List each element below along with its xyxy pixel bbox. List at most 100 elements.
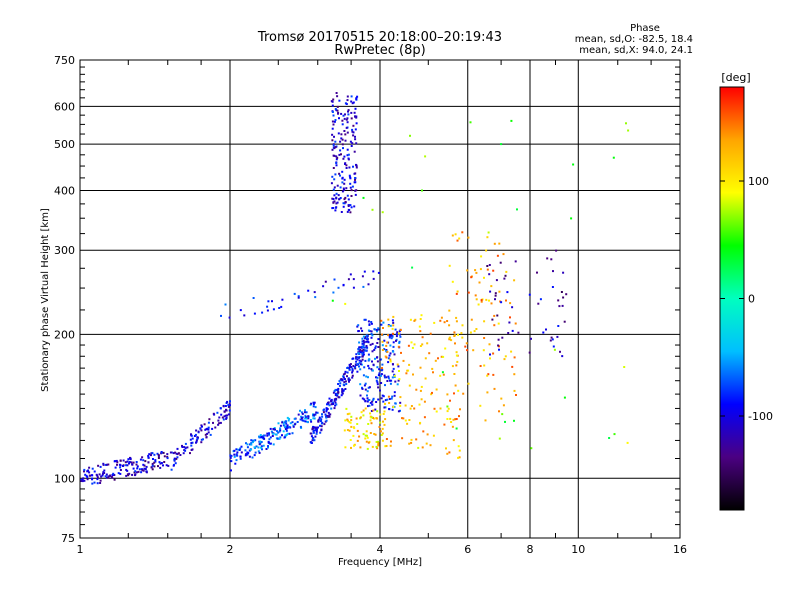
echo-point	[349, 140, 352, 143]
echo-point	[361, 358, 364, 361]
echo-point	[457, 445, 460, 448]
echo-point	[335, 392, 337, 395]
echo-point	[345, 407, 348, 410]
echo-point	[333, 135, 335, 138]
echo-point	[431, 367, 434, 370]
echo-point	[258, 451, 261, 454]
echo-point	[314, 426, 317, 429]
echo-point	[565, 293, 568, 296]
echo-point	[376, 330, 378, 333]
echo-point	[238, 449, 241, 451]
echo-point	[498, 437, 501, 440]
echo-point	[373, 328, 376, 331]
echo-point	[105, 473, 108, 476]
echo-point	[221, 416, 224, 419]
echo-point	[347, 109, 350, 112]
echo-point	[288, 417, 291, 420]
echo-point	[434, 359, 437, 362]
echo-point	[122, 459, 125, 462]
echo-point	[239, 455, 242, 458]
echo-point	[272, 428, 275, 430]
echo-point	[200, 429, 203, 432]
echo-point	[233, 455, 236, 458]
echo-point	[497, 322, 500, 325]
echo-point	[154, 460, 157, 463]
echo-point	[364, 382, 367, 385]
echo-point	[358, 356, 360, 359]
echo-point	[339, 197, 342, 199]
echo-point	[317, 420, 320, 423]
echo-point	[125, 474, 128, 477]
echo-point	[297, 296, 300, 299]
echo-point	[230, 460, 233, 463]
echo-point	[390, 337, 393, 340]
echo-point	[503, 358, 506, 361]
echo-point	[243, 314, 246, 317]
echo-point	[96, 476, 99, 479]
echo-point	[570, 217, 573, 220]
echo-point	[448, 309, 451, 312]
echo-point	[376, 360, 379, 363]
echo-point	[424, 155, 427, 158]
echo-point	[352, 357, 355, 360]
echo-point	[119, 459, 122, 462]
echo-point	[504, 274, 507, 277]
echo-point	[333, 178, 336, 181]
echo-point	[304, 417, 307, 420]
echo-point	[509, 316, 511, 319]
echo-point	[408, 384, 411, 387]
echo-point	[345, 167, 348, 169]
echo-point	[131, 463, 134, 466]
echo-point	[366, 390, 369, 393]
echo-point	[347, 198, 350, 201]
echo-point	[345, 187, 348, 190]
echo-point	[375, 328, 378, 331]
echo-point	[346, 210, 349, 213]
echo-point	[314, 406, 317, 409]
echo-point	[313, 426, 316, 429]
x-tick-label: 16	[673, 543, 687, 556]
echo-point	[217, 419, 220, 422]
echo-point	[348, 363, 351, 366]
echo-point	[319, 431, 322, 434]
echo-point	[500, 397, 503, 400]
echo-point	[419, 330, 422, 333]
echo-point	[87, 469, 90, 472]
echo-point	[300, 411, 303, 414]
echo-point	[339, 149, 342, 152]
echo-point	[268, 432, 270, 435]
echo-point	[330, 407, 333, 410]
echo-point	[224, 414, 227, 417]
echo-point	[344, 446, 347, 449]
echo-point	[285, 422, 288, 425]
echo-point	[409, 134, 411, 137]
echo-point	[235, 448, 238, 451]
echo-point	[470, 318, 473, 321]
echo-point	[173, 458, 176, 461]
echo-point	[362, 409, 365, 412]
echo-point	[341, 181, 344, 184]
echo-point	[160, 462, 163, 464]
echo-point	[349, 204, 352, 207]
echo-point	[284, 425, 287, 428]
echo-point	[351, 142, 354, 145]
echo-point	[483, 337, 486, 339]
echo-point	[384, 399, 387, 402]
echo-point	[285, 425, 288, 428]
echo-point	[511, 365, 514, 368]
echo-point	[281, 298, 284, 301]
echo-point	[391, 395, 394, 398]
echo-point	[487, 373, 490, 376]
echo-point	[239, 309, 242, 312]
echo-point	[134, 473, 137, 476]
colorbar-tick-label: -100	[748, 410, 773, 423]
echo-point	[486, 268, 489, 271]
echo-point	[486, 391, 489, 394]
echo-point	[280, 305, 283, 308]
echo-point	[362, 374, 365, 377]
echo-point	[342, 205, 345, 208]
echo-point	[383, 374, 386, 377]
echo-point	[466, 269, 469, 272]
echo-point	[393, 391, 396, 394]
